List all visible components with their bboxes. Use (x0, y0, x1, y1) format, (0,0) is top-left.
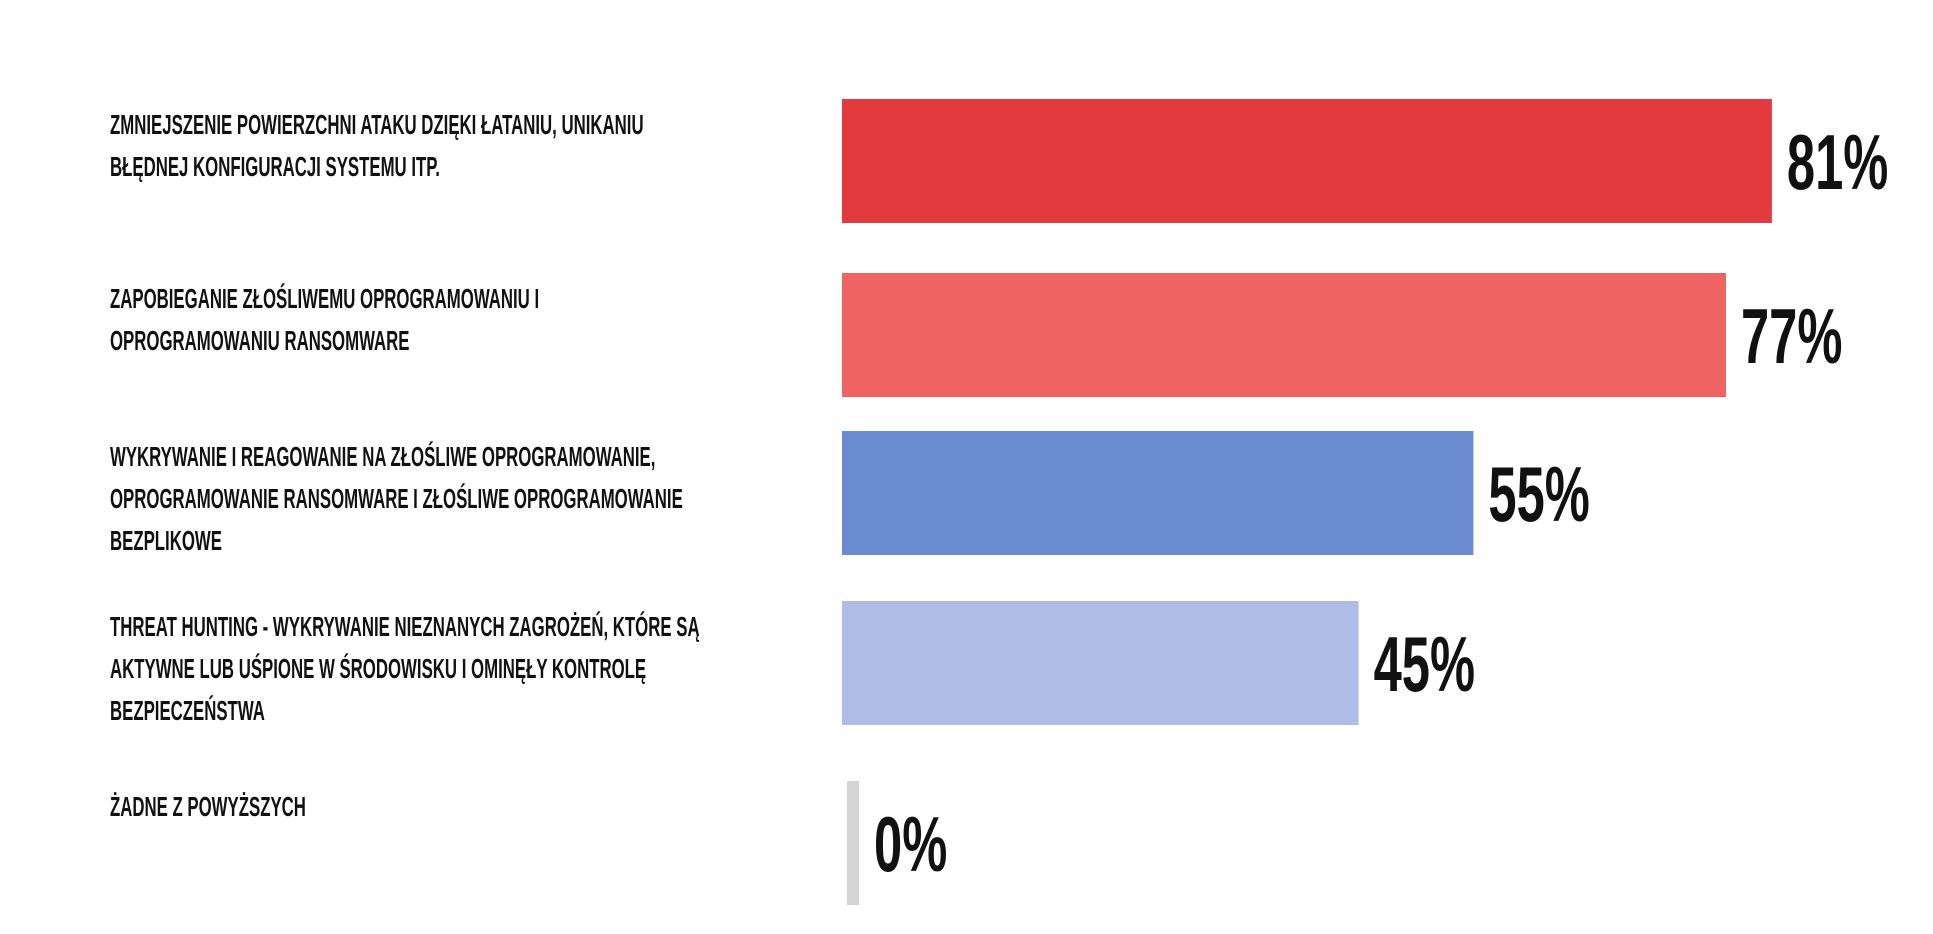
bar (847, 781, 859, 905)
category-label: BEZPLIKOWE (110, 525, 222, 557)
value-label: 55% (1488, 450, 1589, 538)
value-label: 81% (1787, 118, 1888, 206)
category-label: BŁĘDNEJ KONFIGURACJI SYSTEMU ITP. (110, 151, 440, 183)
category-label: OPROGRAMOWANIE RANSOMWARE I ZŁOŚLIWE OPR… (110, 481, 683, 514)
category-label: ZAPOBIEGANIE ZŁOŚLIWEMU OPROGRAMOWANIU I (110, 281, 539, 314)
category-label: WYKRYWANIE I REAGOWANIE NA ZŁOŚLIWE OPRO… (110, 439, 655, 472)
category-label: BEZPIECZEŃSTWA (110, 693, 265, 726)
category-label: OPROGRAMOWANIU RANSOMWARE (110, 325, 409, 357)
bar (842, 273, 1726, 397)
bar (842, 601, 1359, 725)
value-label: 77% (1741, 292, 1842, 380)
value-label: 0% (874, 800, 947, 888)
value-label: 45% (1374, 620, 1475, 708)
category-label: ŻADNE Z POWYŻSZYCH (110, 791, 306, 823)
bar (842, 99, 1772, 223)
bar (842, 431, 1474, 555)
category-label: ZMNIEJSZENIE POWIERZCHNI ATAKU DZIĘKI ŁA… (110, 109, 644, 141)
category-label: THREAT HUNTING - WYKRYWANIE NIEZNANYCH Z… (110, 609, 700, 642)
category-label: AKTYWNE LUB UŚPIONE W ŚRODOWISKU I OMINĘ… (110, 651, 646, 684)
